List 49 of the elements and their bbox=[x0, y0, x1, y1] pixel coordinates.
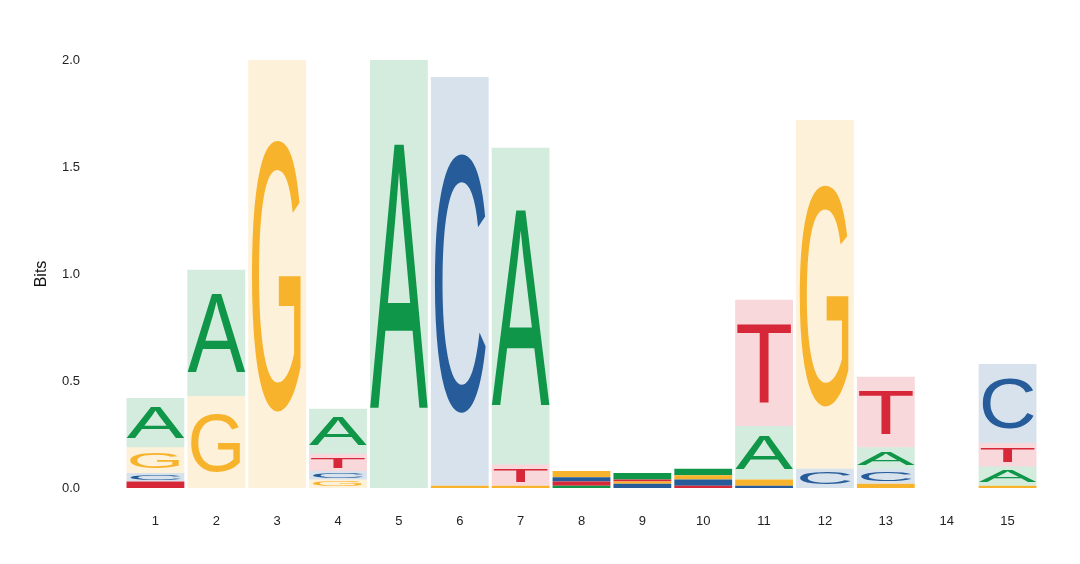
data-label: A bbox=[978, 466, 1037, 486]
x-tick-label: 15 bbox=[1000, 513, 1015, 529]
bar bbox=[856, 483, 915, 488]
x-tick-label: 5 bbox=[395, 513, 403, 529]
x-tick-label: 9 bbox=[638, 513, 646, 529]
data-label: A bbox=[491, 149, 550, 465]
x-tick-label: 7 bbox=[517, 513, 525, 529]
x-tick-label: 1 bbox=[151, 513, 160, 529]
x-tick-label: 3 bbox=[273, 513, 281, 529]
data-label: A bbox=[369, 61, 429, 490]
x-tick-label: 6 bbox=[456, 513, 464, 529]
bar bbox=[430, 485, 489, 488]
data-label: T bbox=[978, 443, 1037, 467]
bar bbox=[978, 485, 1037, 488]
y-tick-label: 2.0 bbox=[61, 51, 80, 67]
data-label: A bbox=[735, 426, 794, 480]
data-label: T bbox=[491, 464, 550, 486]
data-label: G bbox=[187, 396, 246, 489]
x-tick-label: 13 bbox=[878, 513, 894, 529]
data-label: T bbox=[735, 300, 794, 427]
x-tick-label: 14 bbox=[939, 513, 954, 529]
bar bbox=[674, 468, 733, 476]
x-tick-label: 8 bbox=[577, 513, 586, 529]
y-tick-label: 0.5 bbox=[61, 372, 80, 388]
x-tick-label: 12 bbox=[817, 513, 833, 529]
y-axis-title: Bits bbox=[32, 260, 50, 288]
x-tick-label: 2 bbox=[212, 513, 220, 529]
y-tick-label: 1.5 bbox=[61, 158, 80, 174]
data-label: G bbox=[248, 62, 307, 489]
x-tick-label: 11 bbox=[757, 513, 771, 529]
data-label: T bbox=[309, 453, 367, 471]
data-label: C bbox=[430, 79, 489, 487]
bar bbox=[491, 485, 550, 488]
bar bbox=[674, 479, 733, 486]
y-tick-label: 1.0 bbox=[61, 265, 80, 281]
data-label: A bbox=[856, 447, 915, 469]
data-label: A bbox=[187, 270, 246, 396]
data-label: C bbox=[978, 364, 1037, 444]
y-tick-label: 0.0 bbox=[61, 479, 80, 495]
data-label: C bbox=[856, 468, 915, 484]
data-label: T bbox=[856, 376, 915, 448]
x-tick-label: 4 bbox=[334, 513, 342, 529]
data-label: C bbox=[796, 468, 854, 488]
data-label: G bbox=[126, 447, 185, 474]
x-tick-label: 10 bbox=[696, 513, 711, 529]
data-label: A bbox=[126, 398, 185, 448]
data-label: A bbox=[309, 409, 367, 454]
data-label: G bbox=[796, 121, 854, 470]
bar bbox=[613, 473, 672, 480]
